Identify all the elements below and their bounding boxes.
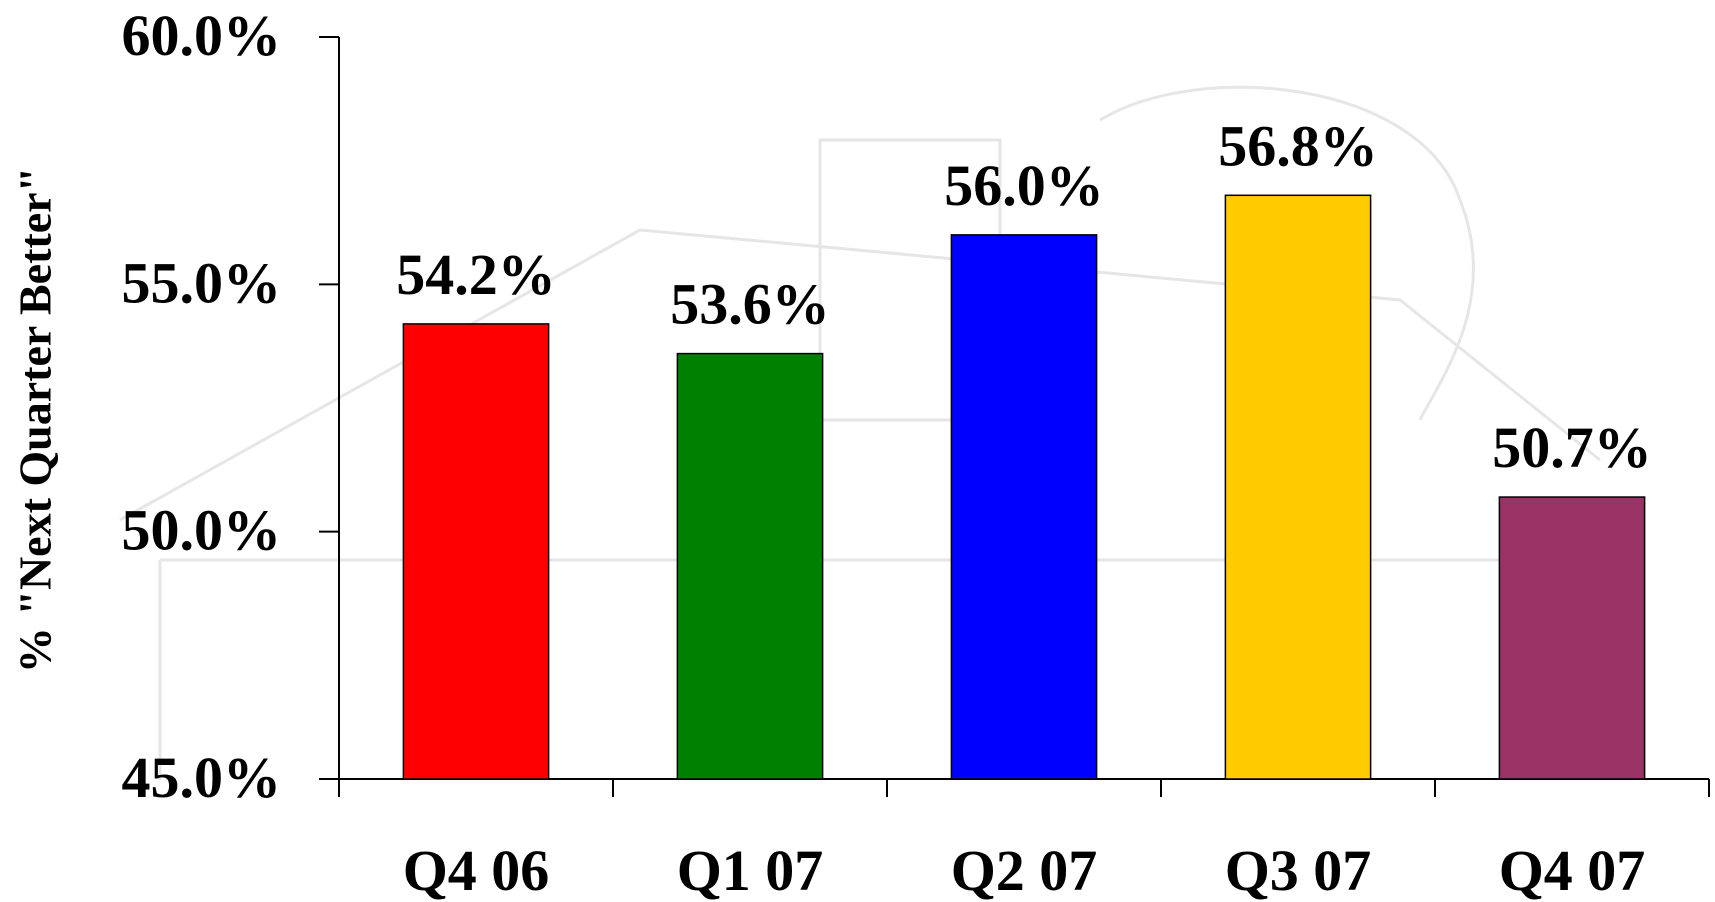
bar — [676, 352, 824, 780]
value-label: 53.6% — [670, 272, 830, 337]
y-axis-title: % "Next Quarter Better" — [10, 167, 61, 673]
y-tick-label: 55.0% — [122, 250, 282, 315]
value-label: 50.7% — [1492, 415, 1652, 480]
x-tick-label: Q1 07 — [677, 838, 824, 902]
x-tick-label: Q3 07 — [1225, 838, 1372, 902]
x-tick-label: Q2 07 — [951, 838, 1098, 902]
bar — [950, 234, 1098, 780]
value-label: 54.2% — [396, 242, 556, 307]
value-label: 56.8% — [1218, 113, 1378, 178]
background-sketch — [119, 85, 1602, 780]
x-tick-label: Q4 06 — [403, 838, 550, 902]
y-tick-label: 50.0% — [122, 498, 282, 563]
value-label: 56.0% — [944, 153, 1104, 218]
y-tick-label: 45.0% — [122, 745, 282, 810]
bar — [1224, 194, 1372, 780]
x-tick-label: Q4 07 — [1499, 838, 1646, 902]
bar — [402, 323, 550, 780]
bar — [1498, 496, 1646, 780]
y-tick-label: 60.0% — [122, 3, 282, 68]
